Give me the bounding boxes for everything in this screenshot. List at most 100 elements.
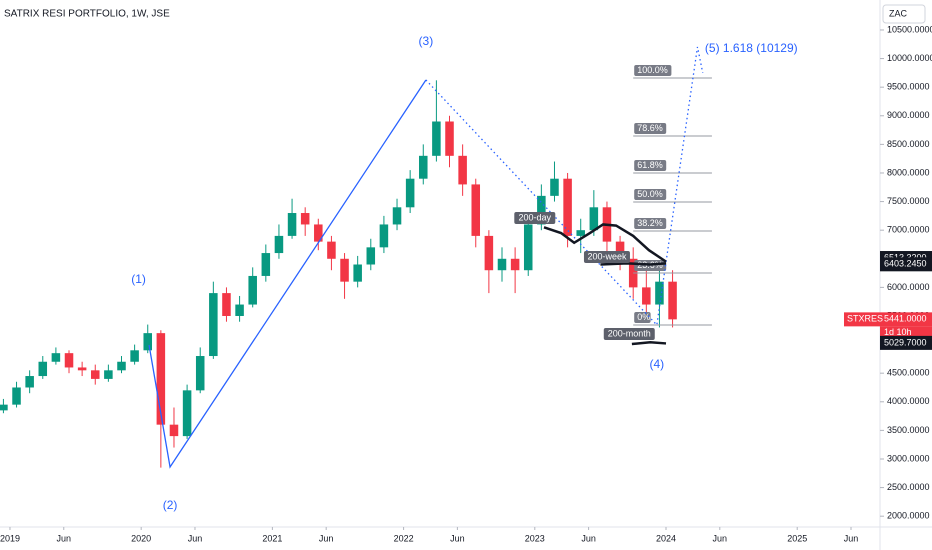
- wave-label: (3): [419, 34, 434, 48]
- candle-body: [261, 253, 271, 276]
- candle-body: [458, 155, 467, 185]
- candle-body: [90, 370, 100, 379]
- y-tick-label: 8500.0000: [887, 139, 930, 149]
- y-tick-label: 10500.0000: [887, 24, 932, 34]
- y-tick-label: 9500.0000: [887, 82, 930, 92]
- candle-body: [51, 353, 61, 362]
- fib-label: 78.6%: [637, 123, 663, 133]
- candle-body: [366, 247, 376, 265]
- fib-label-box: [634, 311, 651, 323]
- x-tick-label: Jun: [713, 533, 728, 543]
- candle-body: [287, 213, 297, 236]
- ma-label-box: [603, 328, 655, 341]
- candle-body: [615, 241, 625, 259]
- candle-body: [392, 207, 402, 225]
- candle-body: [235, 304, 244, 316]
- candle-body: [274, 235, 284, 254]
- fib-label: 61.8%: [637, 160, 663, 170]
- candle-body: [130, 350, 139, 362]
- fib-label: 100.0%: [637, 65, 668, 75]
- candle-body: [484, 235, 494, 271]
- candle-body: [77, 367, 87, 371]
- candle-body: [353, 264, 362, 282]
- countdown-label: 1d 10h: [884, 327, 912, 337]
- wave-label: (4): [649, 357, 664, 371]
- candle-body: [169, 424, 179, 437]
- y-tick-label: 8000.0000: [887, 167, 930, 177]
- x-tick-label: Jun: [57, 533, 72, 543]
- candle-body: [38, 361, 48, 377]
- wave-label: (1): [131, 272, 146, 286]
- moving-average: [600, 262, 667, 266]
- candle-body: [182, 390, 192, 437]
- x-tick-label: 2024: [656, 533, 676, 543]
- candle-body: [445, 121, 454, 156]
- candle-body: [655, 281, 664, 305]
- currency-box[interactable]: [882, 4, 926, 24]
- fib-label-box: [634, 217, 667, 229]
- y-tick-label: 2000.0000: [887, 511, 930, 521]
- candle-body: [25, 376, 34, 388]
- x-tick-label: Jun: [319, 533, 334, 543]
- candle-body: [64, 353, 74, 368]
- price-tag: [880, 312, 932, 327]
- x-tick-label: Jun: [844, 533, 859, 543]
- candle-body: [104, 370, 113, 379]
- x-tick-label: Jun: [581, 533, 596, 543]
- candle-body: [379, 224, 389, 248]
- ma-label: 200-day: [519, 212, 552, 222]
- wave-line: [425, 46, 704, 327]
- candle-body: [537, 195, 546, 225]
- fib-label: 38.2%: [637, 218, 663, 228]
- fib-label: 0%: [637, 312, 650, 322]
- candle-body: [642, 287, 651, 305]
- candle-body: [432, 121, 441, 156]
- y-tick-label: 2500.0000: [887, 482, 930, 492]
- candle-body: [300, 213, 310, 225]
- fib-label-box: [634, 64, 672, 76]
- candle-body: [471, 184, 481, 236]
- candle-body: [0, 404, 8, 411]
- y-tick-label: 7000.0000: [887, 225, 930, 235]
- candle-body: [222, 293, 231, 316]
- candle-body: [12, 387, 21, 405]
- price-tag: [880, 335, 932, 350]
- x-tick-label: 2022: [394, 533, 414, 543]
- wave-label: (2): [163, 498, 178, 512]
- fib-label-box: [634, 188, 667, 200]
- x-tick-label: 2025: [787, 533, 807, 543]
- candle-body: [248, 275, 257, 305]
- candle-body: [497, 258, 507, 271]
- y-tick-label: 9000.0000: [887, 110, 930, 120]
- chart-title: SATRIX RESI PORTFOLIO, 1W, JSE: [4, 9, 170, 20]
- candle-body: [314, 224, 323, 242]
- x-tick-label: 2020: [131, 533, 151, 543]
- moving-average: [631, 341, 667, 346]
- candle-body: [195, 356, 205, 391]
- candle-body: [510, 258, 520, 271]
- y-tick-label: 6000.0000: [887, 282, 930, 292]
- x-tick-label: 2021: [262, 533, 282, 543]
- ma-label: 200-week: [587, 251, 627, 261]
- ma-label-box: [583, 251, 630, 264]
- ma-label: 200-month: [608, 328, 651, 338]
- candle-body: [117, 361, 126, 371]
- symbol-tag-label: STXRES: [847, 314, 883, 324]
- moving-average: [543, 223, 667, 263]
- x-tick-label: 2019: [0, 533, 20, 543]
- fib-label: 50.0%: [637, 189, 663, 199]
- y-tick-label: 4000.0000: [887, 396, 930, 406]
- candle-body: [523, 224, 533, 271]
- price-tag-label: 6403.2450: [884, 259, 927, 269]
- candle-body: [550, 178, 559, 196]
- candle-body: [589, 207, 599, 231]
- x-tick-label: Jun: [450, 533, 465, 543]
- candle-body: [209, 293, 218, 357]
- candle-body: [419, 155, 428, 179]
- y-tick-label: 10000.0000: [887, 53, 932, 63]
- currency[interactable]: ZAC: [889, 8, 908, 18]
- candle-body: [143, 333, 153, 351]
- y-tick-label: 4500.0000: [887, 368, 930, 378]
